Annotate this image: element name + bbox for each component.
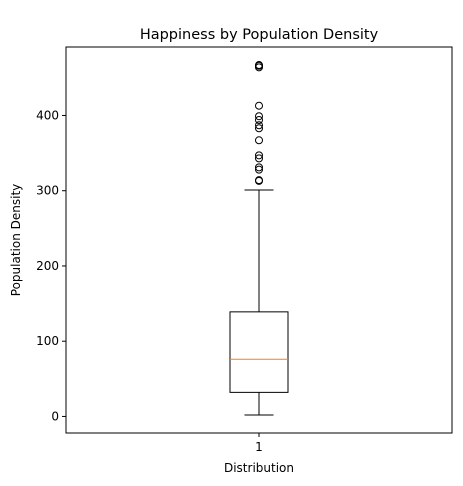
outlier-point: [256, 102, 263, 109]
outlier-point: [256, 137, 263, 144]
box-plot: [230, 62, 288, 415]
y-tick-label: 300: [36, 184, 59, 198]
iqr-box: [230, 312, 288, 393]
x-axis-label: Distribution: [224, 461, 294, 475]
chart-title: Happiness by Population Density: [140, 27, 379, 43]
y-tick-label: 400: [36, 108, 59, 122]
y-tick-label: 200: [36, 259, 59, 273]
x-tick-label: 1: [255, 440, 263, 454]
x-axis: 1: [255, 433, 263, 454]
y-axis-label: Population Density: [9, 184, 23, 296]
y-tick-label: 0: [51, 409, 59, 423]
y-axis: 0 100 200 300 400: [36, 108, 66, 423]
y-tick-label: 100: [36, 334, 59, 348]
